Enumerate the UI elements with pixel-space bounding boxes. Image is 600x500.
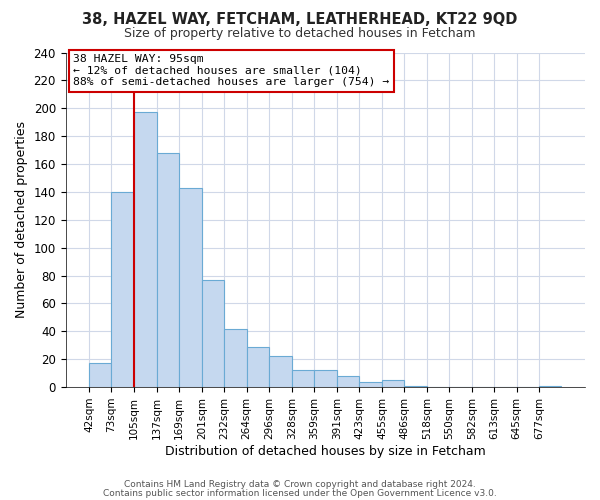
Bar xyxy=(382,380,404,387)
Bar xyxy=(359,382,382,387)
Text: Contains HM Land Registry data © Crown copyright and database right 2024.: Contains HM Land Registry data © Crown c… xyxy=(124,480,476,489)
Bar xyxy=(292,370,314,387)
Bar xyxy=(314,370,337,387)
Bar xyxy=(111,192,134,387)
X-axis label: Distribution of detached houses by size in Fetcham: Distribution of detached houses by size … xyxy=(165,444,486,458)
Bar xyxy=(269,356,292,387)
Text: 38, HAZEL WAY, FETCHAM, LEATHERHEAD, KT22 9QD: 38, HAZEL WAY, FETCHAM, LEATHERHEAD, KT2… xyxy=(82,12,518,28)
Bar xyxy=(539,386,562,387)
Bar xyxy=(337,376,359,387)
Text: 38 HAZEL WAY: 95sqm
← 12% of detached houses are smaller (104)
88% of semi-detac: 38 HAZEL WAY: 95sqm ← 12% of detached ho… xyxy=(73,54,389,88)
Text: Size of property relative to detached houses in Fetcham: Size of property relative to detached ho… xyxy=(124,28,476,40)
Bar xyxy=(224,328,247,387)
Bar xyxy=(134,112,157,387)
Bar xyxy=(157,153,179,387)
Bar xyxy=(247,346,269,387)
Bar xyxy=(202,280,224,387)
Text: Contains public sector information licensed under the Open Government Licence v3: Contains public sector information licen… xyxy=(103,488,497,498)
Bar xyxy=(404,386,427,387)
Bar xyxy=(179,188,202,387)
Bar xyxy=(89,364,111,387)
Y-axis label: Number of detached properties: Number of detached properties xyxy=(15,122,28,318)
